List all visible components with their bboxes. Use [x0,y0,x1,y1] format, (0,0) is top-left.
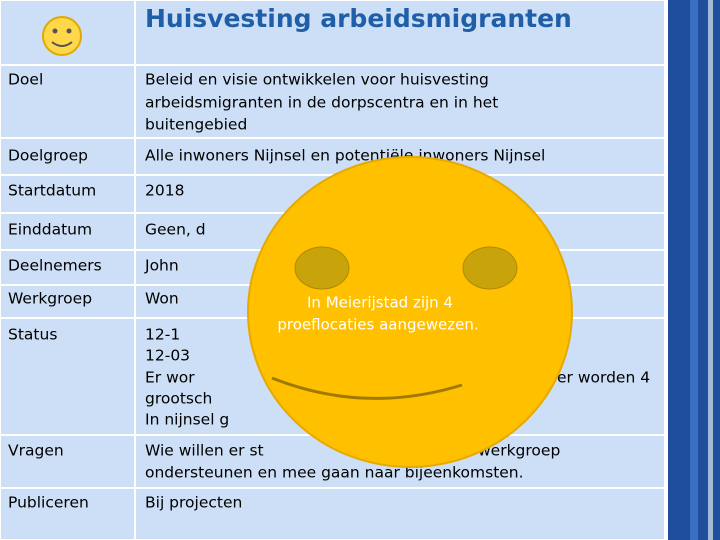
table-cell [134,64,666,139]
cell-text: Alle inwoners Nijnsel en potentiële inwo… [145,147,545,165]
overlay-text: In Meierijstad zijn 4 [307,294,453,312]
cell-text: grootsch [145,390,212,408]
smiley-face [247,156,573,468]
cell-text: Won [145,290,179,308]
cell-text: arbeidsmigranten in de dorpscentra en in… [145,94,498,112]
cell-text: Er wor [145,369,195,387]
cell-text: werkgroep [478,442,560,460]
smiley-eye [462,246,518,290]
row-label: Doel [8,71,43,89]
row-label: Deelnemers [8,257,102,275]
cell-text: Geen, d [145,221,206,239]
side-stripe [690,0,698,540]
shape [42,16,82,56]
table-cell [0,284,136,319]
table-cell [134,487,666,540]
row-label: Doelgroep [8,147,88,165]
row-label: Werkgroep [8,290,92,308]
smiley-mouth [271,376,463,400]
table-cell [0,434,136,489]
cell-text: 12-03 [145,347,190,365]
table-cell [0,212,136,251]
row-label: Einddatum [8,221,92,239]
shape [66,28,72,34]
row-label: Vragen [8,442,64,460]
shape [52,28,58,34]
shape [51,41,73,47]
cell-text: John [144,257,179,275]
cell-text: In nijnsel g [145,411,229,429]
cell-text: 12-1 [145,326,180,344]
cell-text: er worden 4 [557,369,650,387]
cell-text: buitengebied [145,116,247,134]
cell-text: Wie willen er st [145,442,264,460]
row-label: Status [8,326,57,344]
row-label: Publiceren [8,494,89,512]
row-label: Startdatum [8,182,96,200]
table-cell [0,317,136,436]
cell-text: 2018 [145,182,184,200]
cell-text: Beleid en visie ontwikkelen voor huisves… [145,71,489,89]
icon [42,16,82,56]
smiley-overlay: In Meierijstad zijn 4 proeflocaties aang… [247,156,573,468]
smiley-eye [294,246,350,290]
cell-text: ondersteunen en mee gaan naar bijeenkoms… [145,464,524,482]
title: Huisvesting arbeidsmigranten [145,4,572,33]
cell-text: Bij projecten [145,494,242,512]
overlay-text: proeflocaties aangewezen. [277,316,478,334]
header-cell [134,0,666,66]
side-stripe [708,0,713,540]
